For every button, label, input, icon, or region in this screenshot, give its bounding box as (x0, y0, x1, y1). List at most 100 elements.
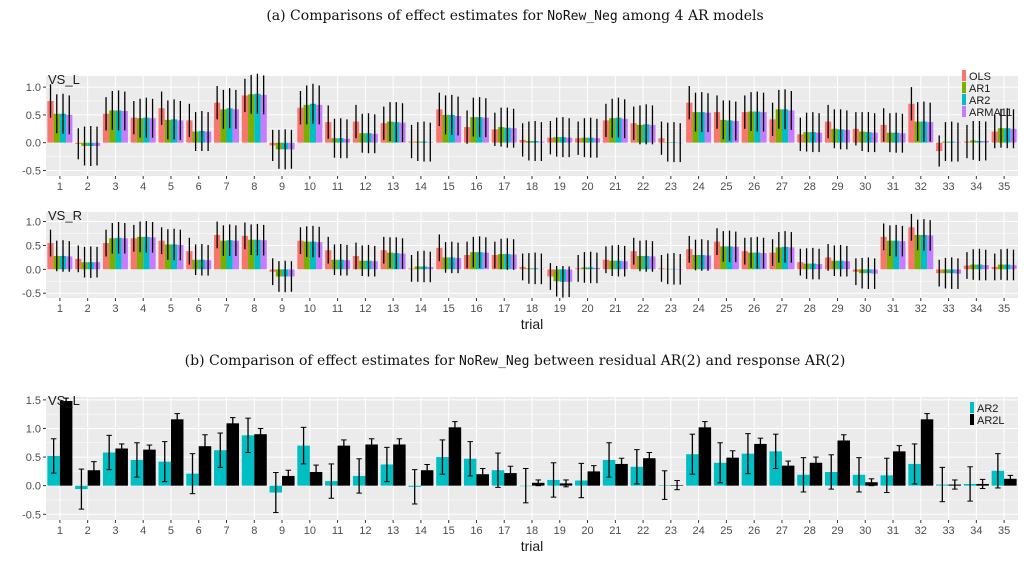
panel-1: VS_L-0.50.00.51.01 2 3 4 5 6 7 8 9 10 11 12 13 14 15 16… (22, 70, 1018, 193)
x-tick-label: 29 (831, 525, 843, 537)
x-tick-label: 12 (359, 303, 371, 315)
x-tick-label: 10 (304, 525, 316, 537)
x-tick-label: 2 (85, 303, 91, 315)
x-tick-label: 2 (85, 525, 91, 537)
x-tick-label: 21 (609, 525, 621, 537)
x-tick-label: 30 (859, 525, 871, 537)
legend-label-ar2: AR2 (969, 95, 990, 107)
bar-ols-32 (908, 227, 915, 270)
x-tick-label: 3 (112, 525, 118, 537)
bar-ols-25 (713, 241, 721, 270)
bar-ar2l-20 (587, 471, 601, 486)
legend-swatch-arma11 (962, 106, 966, 117)
x-tick-label: 21 (609, 303, 621, 315)
bar-arma11-8 (260, 94, 267, 143)
legend-swatch-ar1 (962, 82, 966, 93)
y-tick-label: -0.5 (22, 509, 41, 521)
x-tick-label: 23 (665, 303, 677, 315)
x-tick-label: 16 (470, 525, 482, 537)
bar-ar2-7 (214, 450, 227, 486)
x-tick-label: 5 (168, 303, 174, 315)
bar-ar2l-6 (198, 446, 212, 486)
x-tick-label: 13 (387, 181, 399, 193)
x-tick-label: 11 (332, 181, 343, 193)
bar-ols-10 (297, 107, 304, 143)
bar-ar2l-8 (254, 434, 267, 486)
bar-ar2-8 (241, 435, 255, 486)
x-tick-label: 19 (554, 525, 566, 537)
x-tick-label: 22 (637, 525, 649, 537)
x-tick-label: 10 (304, 303, 316, 315)
bar-ar2l-15 (448, 427, 462, 486)
bar-ols-7 (214, 102, 221, 143)
x-tick-label: 30 (859, 303, 871, 315)
x-tick-label: 33 (942, 181, 954, 193)
caption-a: (a) Comparisons of effect estimates for … (0, 8, 1030, 24)
x-tick-label: 26 (748, 303, 760, 315)
caption-a-suffix: among 4 AR models (617, 8, 764, 24)
x-tick-label: 17 (498, 303, 510, 315)
bar-ar2l-25 (726, 457, 739, 486)
x-tick-label: 7 (223, 303, 229, 315)
x-tick-label: 9 (279, 525, 285, 537)
bar-arma11-32 (927, 235, 934, 270)
bar-ar2l-32 (920, 419, 934, 486)
x-tick-label: 18 (526, 181, 538, 193)
x-tick-label: 29 (831, 181, 843, 193)
bar-arma11-3 (121, 238, 128, 270)
x-tick-label: 27 (776, 181, 788, 193)
x-tick-label: 3 (112, 303, 118, 315)
x-tick-label: 34 (970, 181, 982, 193)
bar-ar2l-29 (837, 440, 850, 486)
x-tick-label: 19 (554, 181, 566, 193)
x-axis-label: trial (521, 538, 544, 554)
caption-a-code: NoRew_Neg (547, 9, 618, 24)
x-tick-label: 26 (748, 181, 760, 193)
x-tick-label: 20 (581, 181, 593, 193)
bar-ar2l-5 (170, 419, 184, 486)
bar-ar1-32 (914, 234, 921, 270)
bar-ar2-4 (143, 236, 150, 270)
bar-ar2l-21 (615, 463, 628, 486)
bar-ar2-3 (115, 237, 122, 270)
bar-ar1-3 (109, 238, 116, 270)
x-tick-label: 15 (443, 525, 455, 537)
legend-swatch-ar2 (962, 94, 966, 105)
x-tick-label: 7 (223, 525, 229, 537)
y-tick-label: 0.0 (26, 138, 41, 150)
x-tick-label: 5 (168, 525, 174, 537)
x-tick-label: 10 (304, 181, 316, 193)
x-tick-label: 33 (942, 303, 954, 315)
x-tick-label: 25 (720, 303, 732, 315)
x-tick-label: 31 (887, 181, 899, 193)
x-tick-label: 16 (470, 303, 482, 315)
x-tick-label: 6 (196, 303, 202, 315)
bar-ar2l-11 (337, 445, 351, 486)
x-tick-label: 11 (332, 303, 343, 315)
x-tick-label: 22 (637, 303, 649, 315)
bar-ar2l-14 (420, 470, 434, 486)
x-tick-label: 35 (998, 181, 1010, 193)
panel-title: VS_L (48, 72, 80, 87)
x-tick-label: 14 (415, 181, 427, 193)
panel-title: VS_L (48, 393, 80, 408)
bar-ar2l-1 (59, 401, 73, 486)
bar-ar2l-13 (393, 444, 406, 486)
bar-arma11-4 (149, 237, 156, 270)
bar-ar2-10 (297, 445, 310, 486)
x-axis-label: trial (521, 316, 544, 332)
x-tick-label: 1 (57, 181, 63, 193)
caption-a-prefix: (a) Comparisons of effect estimates for (266, 8, 548, 24)
caption-b-code: NoRew_Neg (458, 354, 530, 369)
panel-3: VS_L-0.50.00.51.01.51 2 3 4 5 6 7 8 9 10 11 12 13 14 1… (22, 393, 1018, 554)
x-tick-label: 25 (720, 181, 732, 193)
x-tick-label: 28 (804, 303, 816, 315)
x-tick-label: 35 (998, 525, 1010, 537)
y-tick-label: -0.5 (22, 288, 41, 300)
x-tick-label: 34 (970, 525, 982, 537)
y-tick-label: 1.0 (26, 423, 41, 435)
bar-ar2l-24 (698, 427, 712, 486)
y-tick-label: 1.0 (26, 217, 41, 229)
legend-swatch-ar2 (970, 402, 974, 413)
